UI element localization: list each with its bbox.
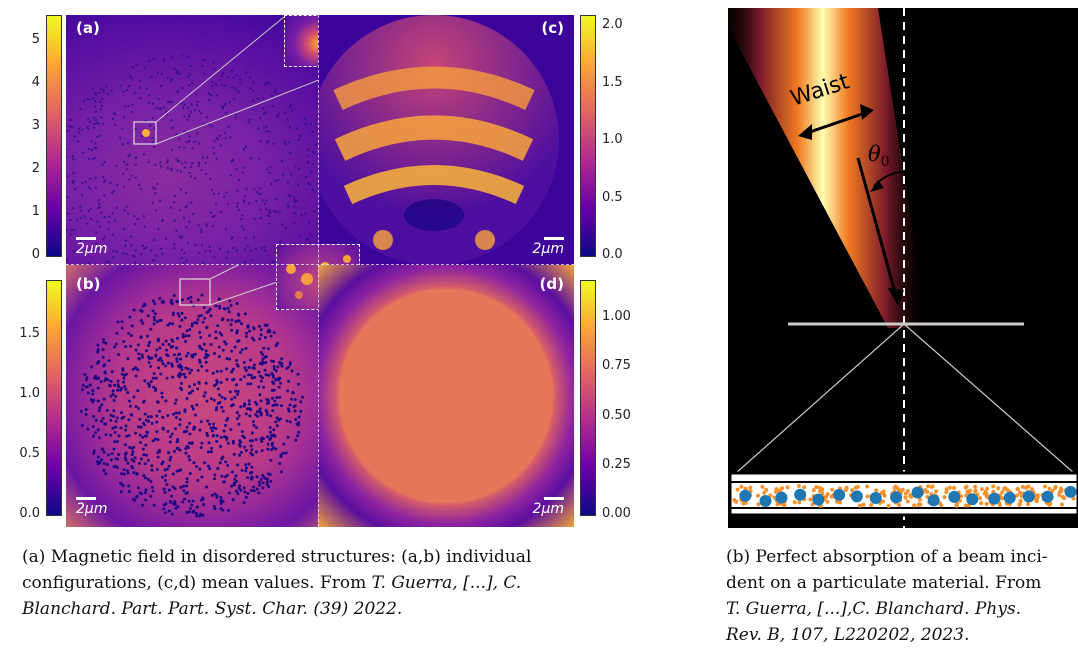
panel-divider-vertical: [318, 15, 320, 527]
colorbar-tick-tl-1: 4: [31, 75, 40, 90]
caption-a-line3: Blanchard. Part. Part. Syst. Char. (39) …: [22, 599, 403, 619]
colorbar-top-left: [46, 15, 62, 257]
panel-d-scalebar: 2μm: [533, 497, 564, 517]
colorbar-tick-bl-1: 1.0: [19, 386, 40, 401]
panel-b-label: (b): [76, 275, 101, 293]
colorbar-tick-tl-5: 0: [31, 247, 40, 262]
panel-a-scalebar: 2μm: [76, 237, 107, 257]
caption-b: (b) Perfect absorption of a beam inci- d…: [726, 544, 1048, 648]
panel-d: (d) 2μm: [318, 265, 574, 527]
panel-c: (c) 2μm: [318, 15, 574, 265]
beam-figure: Waist θ0: [728, 8, 1078, 528]
caption-a-line1: (a) Magnetic field in disordered structu…: [22, 547, 532, 567]
colorbar-tick-bl-0: 1.5: [19, 326, 40, 341]
caption-b-line4: Rev. B, 107, L220202, 2023.: [726, 625, 970, 645]
colorbar-tick-tl-4: 1: [31, 204, 40, 219]
panel-a: (a) 2μm: [66, 15, 318, 265]
colorbar-tick-br-0: 1.00: [602, 309, 631, 324]
colorbar-tick-tr-3: 0.5: [602, 189, 623, 205]
panel-a-label: (a): [76, 19, 100, 37]
caption-a-line2: configurations, (c,d) mean values. From …: [22, 573, 522, 593]
colorbar-tick-tr-2: 1.0: [602, 132, 623, 147]
colorbar-tick-bl-3: 0.0: [19, 506, 40, 521]
colorbar-tick-bl-2: 0.5: [19, 446, 40, 461]
colorbar-tick-tl-0: 5: [31, 32, 40, 47]
caption-b-line1: (b) Perfect absorption of a beam inci-: [726, 547, 1048, 567]
panel-a-particles: [66, 16, 318, 265]
colorbar-tick-br-3: 0.25: [602, 456, 631, 472]
panel-c-field: [318, 15, 559, 265]
panel-divider-horizontal: [66, 264, 574, 266]
colorbar-tick-br-1: 0.75: [602, 358, 631, 374]
panel-c-label: (c): [541, 19, 564, 37]
theta-label: θ0: [868, 142, 890, 171]
colorbar-top-right: [580, 15, 596, 257]
colorbar-bottom-left: [46, 280, 62, 516]
colorbar-tick-tr-0: 2.0: [602, 17, 623, 32]
caption-b-line2: dent on a particulate material. From: [726, 573, 1042, 593]
colorbar-tick-tl-2: 3: [31, 118, 40, 133]
caption-b-line3: T. Guerra, [...],C. Blanchard. Phys.: [726, 599, 1022, 619]
colorbar-tick-br-2: 0.50: [602, 407, 631, 423]
colorbar-tick-br-4: 0.00: [602, 506, 631, 521]
colorbar-tick-tl-3: 2: [31, 161, 40, 176]
panel-c-scalebar: 2μm: [533, 237, 564, 257]
beam-figure-graphic: [728, 8, 1078, 528]
colorbar-tick-tr-1: 1.5: [602, 74, 623, 90]
caption-a: (a) Magnetic field in disordered structu…: [22, 544, 531, 622]
panel-b-particles: [79, 265, 318, 518]
panel-b-scalebar: 2μm: [76, 497, 107, 517]
panel-d-label: (d): [539, 275, 564, 293]
colorbar-bottom-right: [580, 280, 596, 516]
colorbar-tick-tr-4: 0.0: [602, 247, 623, 262]
